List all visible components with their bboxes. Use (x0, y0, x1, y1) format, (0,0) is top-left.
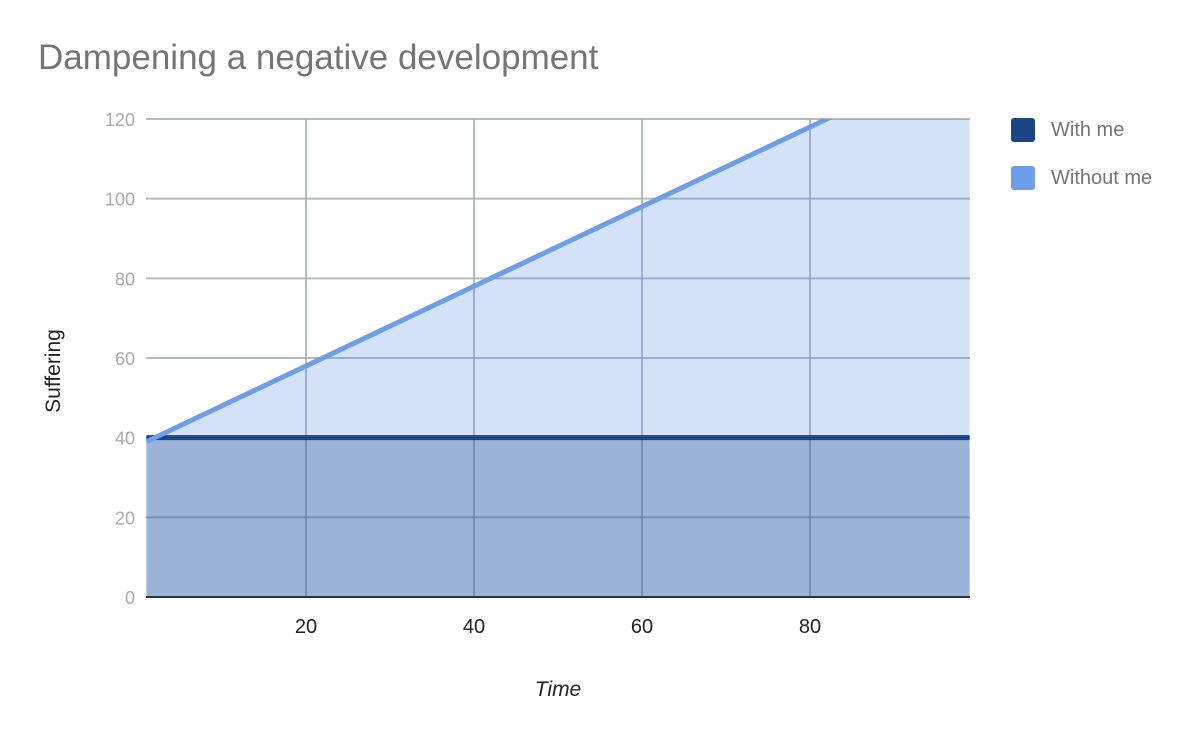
legend-item-with-me[interactable]: With me (1011, 106, 1152, 154)
svg-text:60: 60 (631, 616, 653, 638)
y-axis-ticks: 0 20 40 60 80 100 120 (105, 110, 135, 608)
svg-text:120: 120 (105, 110, 135, 130)
x-axis-ticks: 20 40 60 80 (295, 616, 821, 638)
svg-text:40: 40 (463, 616, 485, 638)
legend-label: Without me (1051, 166, 1153, 189)
legend-item-without-me[interactable]: Without me (1011, 154, 1152, 202)
svg-text:20: 20 (295, 616, 317, 638)
svg-text:0: 0 (125, 588, 135, 608)
series-lines (146, 119, 970, 444)
svg-text:60: 60 (115, 349, 135, 369)
svg-text:80: 80 (115, 269, 135, 289)
x-axis-label: Time (534, 678, 582, 701)
legend: With me Without me (1011, 106, 1152, 202)
legend-label: With me (1051, 118, 1125, 141)
chart-title: Dampening a negative development (38, 38, 599, 77)
svg-text:80: 80 (799, 616, 821, 638)
svg-text:100: 100 (105, 190, 135, 210)
svg-text:40: 40 (115, 429, 135, 449)
legend-swatch-without-me (1011, 166, 1035, 190)
legend-swatch-with-me (1011, 118, 1035, 142)
svg-text:20: 20 (115, 508, 135, 528)
area-fills (146, 119, 970, 597)
y-axis-label: Suffering (42, 329, 65, 413)
